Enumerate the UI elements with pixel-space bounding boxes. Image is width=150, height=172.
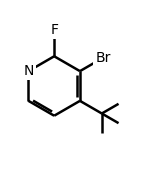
Text: N: N — [23, 64, 34, 78]
Text: Br: Br — [95, 51, 111, 65]
Text: F: F — [50, 23, 58, 36]
